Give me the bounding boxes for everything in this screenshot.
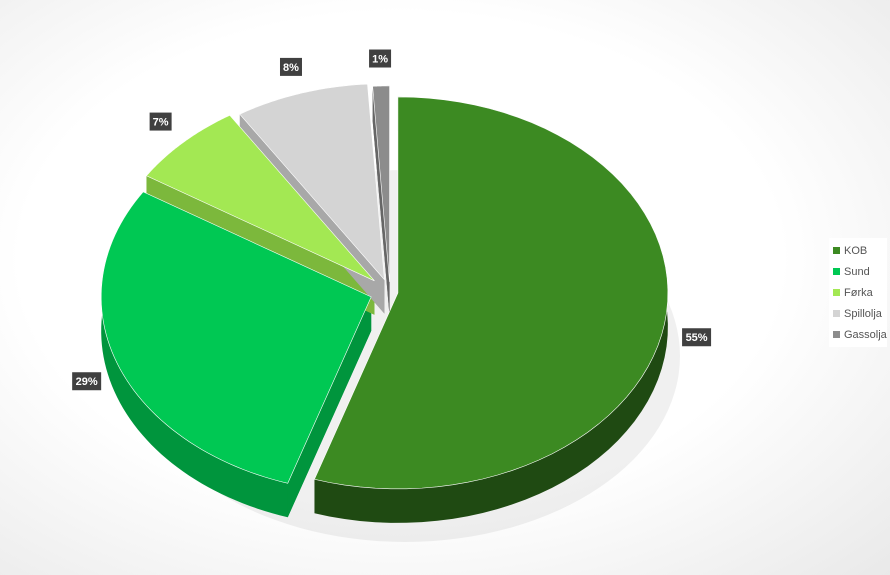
legend-swatch [833, 289, 840, 296]
legend-swatch [833, 268, 840, 275]
data-label-box [369, 49, 392, 68]
data-label-box [682, 328, 712, 347]
legend-item: Spillolja [829, 303, 887, 324]
legend-label: KOB [844, 244, 868, 257]
slice-sund[interactable] [100, 191, 372, 484]
data-label-førka: 7% [153, 117, 169, 129]
data-label-box [72, 372, 102, 391]
legend-swatch [833, 331, 840, 338]
slice-edge [372, 86, 390, 316]
slice-edge [287, 296, 372, 518]
data-label-kob: 55% [686, 332, 708, 344]
slice-kob[interactable] [314, 96, 669, 490]
data-label-box [149, 112, 172, 131]
legend-item: Førka [829, 282, 887, 303]
data-label-gassolja: 1% [372, 54, 388, 66]
legend-swatch [833, 310, 840, 317]
slice-førka[interactable] [145, 114, 375, 282]
legend-item: Gassolja [829, 324, 887, 345]
slice-gassolja[interactable] [372, 85, 390, 282]
slice-side-sund [101, 191, 372, 518]
legend: KOB Sund Førka Spillolja Gassolja [829, 238, 887, 347]
data-label-spillolja: 8% [283, 62, 299, 74]
legend-swatch [833, 247, 840, 254]
legend-label: Sund [844, 265, 870, 278]
data-label-sund: 29% [76, 376, 98, 388]
data-label-box [279, 57, 302, 76]
legend-label: Gassolja [844, 328, 887, 341]
legend-item: KOB [829, 240, 887, 261]
legend-item: Sund [829, 261, 887, 282]
slice-spillolja[interactable] [239, 83, 385, 281]
legend-label: Spillolja [844, 307, 882, 320]
legend-label: Førka [844, 286, 873, 299]
